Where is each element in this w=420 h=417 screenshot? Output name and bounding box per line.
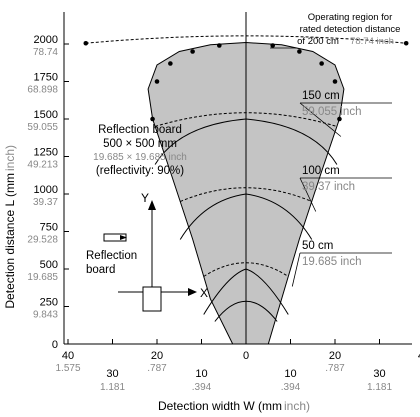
x-tick-sublabel: 1.181	[367, 382, 392, 393]
axes	[63, 12, 412, 345]
level-sublabel: 59.055 inch	[302, 106, 361, 118]
y-tick-sublabel: 59.055	[27, 122, 58, 133]
y-axis-title-text: Detection distance L (mm	[3, 173, 17, 309]
level-arc-left	[154, 118, 247, 165]
level-leader	[299, 177, 317, 212]
board-note-line-1: Reflection board	[98, 124, 182, 136]
board-note-line-2: 500 × 500 mm	[103, 138, 177, 150]
top-note-sub: 78.74 inch	[350, 36, 394, 47]
x-axis-title-text: Detection width W (mm	[158, 399, 282, 413]
y-tick-label: 1500	[34, 109, 58, 121]
rated-point	[319, 61, 324, 66]
level-label: 100 cm	[302, 165, 340, 177]
rated-point	[154, 79, 160, 84]
rated-point	[83, 40, 89, 46]
x-tick-sublabel: .394	[281, 382, 301, 393]
x-tick-label: 10	[284, 368, 296, 380]
y-tick-label: 1750	[34, 72, 58, 84]
level-dashed-arc	[180, 187, 312, 202]
rated-point	[168, 61, 173, 66]
y-tick-label: 500	[40, 259, 58, 271]
y-axis-title-unit: inch)	[3, 145, 17, 171]
y-tick-label: 1250	[34, 147, 58, 159]
rated-point	[332, 79, 338, 84]
y-tick-label: 1000	[34, 184, 58, 196]
level-sublabel: 39.37 inch	[302, 181, 355, 193]
inset-x-label: X	[200, 286, 208, 300]
level-dashed-arc	[154, 112, 338, 127]
rated-point	[190, 49, 195, 54]
level-arc-left	[203, 268, 247, 315]
level-sublabel: 19.685 inch	[302, 256, 361, 268]
y-axis-title: Detection distance L (mm inch)	[3, 145, 17, 309]
y-tick-sublabel: 68.898	[27, 85, 58, 96]
y-tick-sublabel: 9.843	[33, 310, 58, 321]
inset-y-label: Y	[141, 191, 149, 205]
x-tick-label: 30	[373, 368, 385, 380]
x-tick-sublabel: .787	[147, 363, 167, 374]
x-tick-label: 30	[106, 368, 118, 380]
y-tick-sublabel: 78.74	[33, 47, 58, 58]
top-note: Operating region for rated detection dis…	[297, 12, 400, 47]
near-arc	[214, 300, 278, 322]
level-label: 50 cm	[302, 240, 333, 252]
x-axis-title-unit: inch)	[284, 399, 310, 413]
x-tick-label: 20	[329, 350, 341, 362]
x-tick-sublabel: 1.575	[55, 363, 80, 374]
level-arc-right	[245, 193, 313, 240]
y-tick-sublabel: 29.528	[27, 235, 58, 246]
inset-board-label-2: board	[86, 264, 115, 276]
y-tick-label: 2000	[34, 34, 58, 46]
rated-point	[150, 116, 155, 122]
x-tick-label: 10	[195, 368, 207, 380]
rated-point	[217, 43, 222, 48]
inset-x-arrow-icon	[188, 288, 197, 296]
top-note-line-1: Operating region for	[308, 12, 393, 23]
x-tick-sublabel: .394	[192, 382, 212, 393]
y-tick-sublabel: 39.37	[33, 197, 58, 208]
board-note-reflectivity: (reflectivity: 90%)	[96, 165, 184, 177]
level-label: 150 cm	[302, 90, 340, 102]
level-arc-right	[245, 268, 289, 315]
rated-point	[297, 49, 302, 54]
y-tick-label: 0	[52, 339, 58, 351]
y-tick-sublabel: 19.685	[27, 272, 58, 283]
top-note-line-3: of 200 cm	[297, 36, 339, 47]
board-note-sub: 19.685 × 19.685 inch	[93, 152, 187, 163]
y-tick-label: 750	[40, 222, 58, 234]
x-tick-sublabel: 1.181	[100, 382, 125, 393]
x-axis-title: Detection width W (mm inch)	[158, 399, 310, 413]
x-tick-label: 40	[62, 350, 74, 362]
rated-point	[270, 43, 276, 48]
board-note: Reflection board 500 × 500 mm 19.685 × 1…	[93, 124, 187, 177]
level-leader	[299, 102, 342, 137]
inset-y-arrow-icon	[148, 200, 156, 210]
x-tick-label: 40	[418, 350, 420, 362]
rated-distance-line	[85, 35, 407, 44]
y-tick-label: 250	[40, 297, 58, 309]
marks	[83, 35, 409, 287]
x-tick-sublabel: .787	[325, 363, 345, 374]
level-leader	[291, 252, 301, 287]
x-tick-label: 20	[151, 350, 163, 362]
inset-board-arrow-icon	[120, 235, 127, 240]
x-tick-label: 0	[243, 350, 249, 362]
inset-board-label-1: Reflection	[86, 250, 137, 262]
rated-point	[403, 40, 409, 46]
rated-point	[337, 116, 342, 122]
y-tick-sublabel: 49.213	[27, 160, 58, 171]
detection-region	[147, 12, 345, 345]
level-arc-right	[245, 118, 338, 165]
level-dashed-arc	[203, 262, 289, 277]
inset-diagram: Y X Reflection board	[86, 191, 208, 312]
top-note-line-2: rated detection distance	[300, 24, 401, 35]
inset-board-box	[142, 286, 162, 312]
level-arc-left	[179, 193, 247, 240]
